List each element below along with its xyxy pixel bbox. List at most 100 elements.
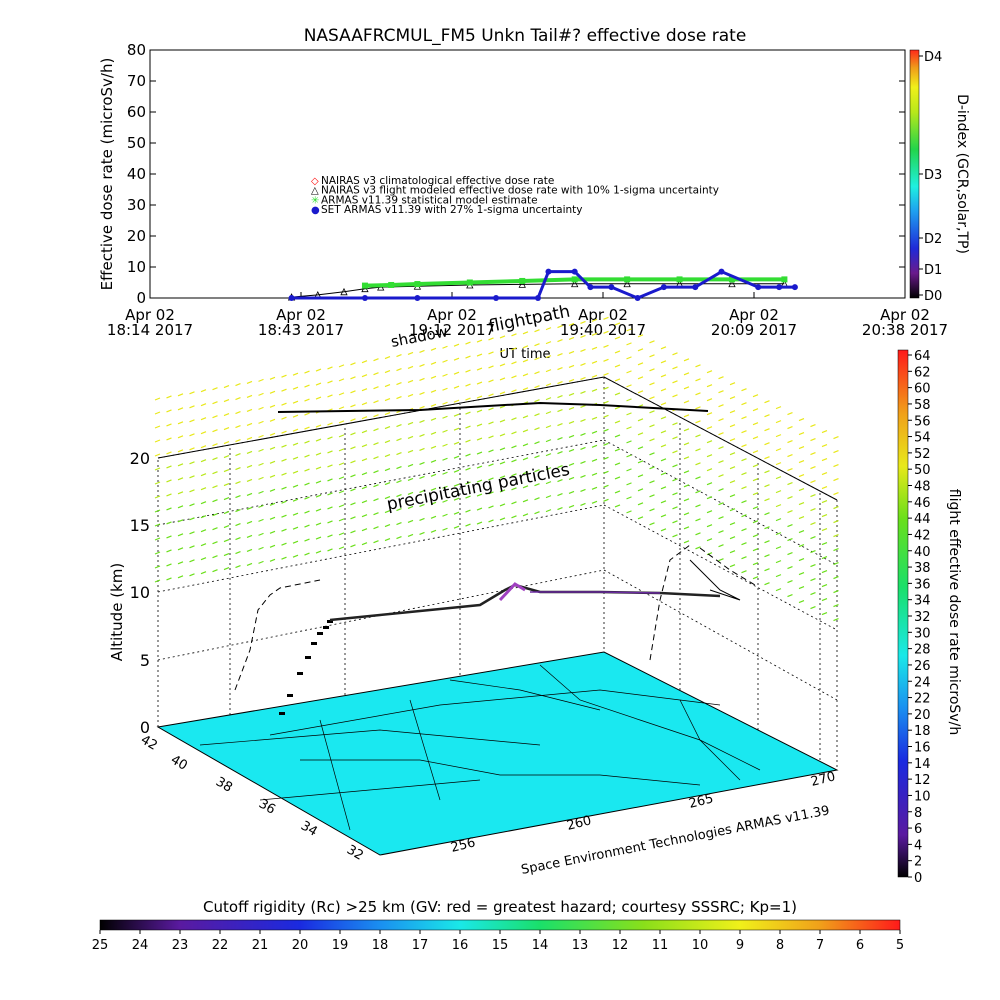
legend-entry: NAIRAS v3 flight modeled effective dose … — [321, 185, 719, 197]
particle-mark — [476, 381, 483, 385]
altitude-ticks: 0 5 10 15 20 — [130, 449, 150, 737]
particle-mark — [626, 510, 632, 514]
particle-mark — [695, 462, 701, 466]
particle-mark — [442, 443, 448, 447]
top-y-ticks: 0 10 20 30 40 50 60 70 80 — [127, 41, 905, 307]
particle-mark — [166, 395, 172, 399]
particle-mark — [281, 416, 287, 420]
particle-mark — [258, 504, 264, 508]
particle-mark — [810, 508, 816, 512]
particle-mark — [718, 474, 724, 478]
particle-mark — [718, 516, 724, 520]
d-index-label: D-index (GCR,solar,TP) — [954, 94, 970, 254]
particle-mark — [269, 446, 276, 450]
particle-mark — [223, 469, 230, 473]
particle-mark — [775, 462, 782, 466]
particle-mark — [430, 487, 437, 491]
particle-mark — [798, 600, 805, 604]
particle-mark — [154, 565, 161, 569]
particle-mark — [534, 483, 540, 487]
particle-mark — [729, 410, 736, 414]
particle-mark — [614, 420, 621, 424]
particle-mark — [706, 454, 713, 458]
dose-tick-label: 20 — [914, 708, 931, 723]
particle-mark — [752, 464, 759, 468]
particle-mark — [752, 520, 759, 524]
particle-mark — [304, 370, 310, 374]
particle-mark — [695, 518, 701, 522]
top-x-tick-date: Apr 02 — [125, 306, 175, 324]
particle-mark — [672, 464, 678, 468]
particle-mark — [787, 454, 793, 458]
particle-mark — [775, 518, 782, 522]
particle-mark — [798, 586, 805, 590]
particle-mark — [476, 367, 483, 371]
rc-tick-label: 24 — [132, 938, 149, 953]
particle-mark — [223, 413, 230, 417]
particle-mark — [200, 571, 207, 575]
particle-mark — [384, 356, 391, 360]
particle-mark — [442, 387, 448, 391]
particle-mark — [177, 561, 184, 565]
particle-mark — [534, 343, 540, 347]
profile-point — [287, 694, 293, 697]
particle-mark — [488, 463, 494, 467]
particle-mark — [258, 490, 264, 494]
dose-colorbar — [897, 349, 909, 878]
particle-mark — [511, 459, 517, 463]
particle-mark — [833, 617, 839, 622]
particle-mark — [246, 436, 253, 440]
particle-mark — [407, 519, 414, 524]
particle-mark — [442, 429, 448, 433]
latitude-tick-label: 32 — [344, 842, 366, 863]
particle-mark — [683, 540, 690, 544]
particle-mark — [453, 385, 460, 389]
particle-mark — [511, 361, 517, 365]
particle-mark — [373, 428, 379, 432]
particle-mark — [177, 407, 184, 411]
particle-mark — [672, 478, 678, 482]
particle-mark — [764, 512, 770, 516]
particle-mark — [281, 430, 287, 434]
particle-mark — [292, 400, 299, 404]
particle-mark — [580, 488, 586, 492]
dose-tick-label: 30 — [914, 626, 931, 641]
particle-mark — [545, 327, 552, 331]
particle-mark — [384, 538, 391, 542]
particle-mark — [775, 588, 782, 592]
particle-mark — [787, 524, 793, 528]
particle-mark — [649, 340, 655, 344]
particle-mark — [235, 396, 241, 401]
dose-tick-label: 54 — [914, 431, 931, 446]
particle-mark — [350, 404, 356, 408]
particle-mark — [453, 511, 460, 515]
particle-mark — [407, 351, 414, 356]
particle-mark — [499, 363, 506, 367]
particle-mark — [419, 363, 425, 367]
particle-mark — [499, 335, 506, 339]
particle-mark — [430, 389, 437, 393]
particle-mark — [177, 421, 184, 425]
particle-mark — [200, 487, 207, 491]
particle-mark — [384, 510, 391, 514]
particle-mark — [246, 520, 253, 524]
particle-mark — [695, 420, 701, 424]
particle-mark — [580, 502, 586, 506]
particle-mark — [580, 348, 586, 352]
cutoff-rigidity-colorbar — [99, 919, 901, 931]
particle-mark — [764, 470, 770, 474]
particle-mark — [154, 397, 161, 401]
flight-altitude-profile — [279, 620, 333, 715]
particle-mark — [511, 333, 517, 337]
particle-mark — [568, 448, 575, 453]
particle-mark — [557, 436, 563, 441]
dose-tick-label: 2 — [914, 855, 922, 870]
particle-mark — [603, 442, 609, 446]
particle-mark — [373, 400, 379, 404]
top-y-tick-label: 80 — [127, 41, 146, 59]
particle-mark — [798, 488, 805, 492]
particle-mark — [787, 482, 793, 486]
particle-mark — [166, 563, 172, 567]
particle-mark — [373, 526, 379, 530]
particle-mark — [764, 414, 770, 418]
